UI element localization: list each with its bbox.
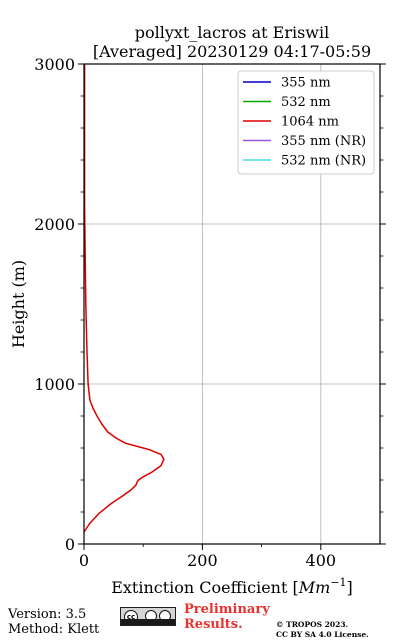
copyright-line1: © TROPOS 2023.	[276, 620, 349, 629]
cc-license-icon: cc	[120, 607, 176, 626]
plot-frame	[83, 63, 381, 545]
chart-title-line1: pollyxt_lacros at Eriswil	[135, 23, 329, 42]
legend-label: 355 nm	[281, 76, 331, 91]
preliminary-results: Preliminary Results.	[184, 602, 270, 632]
legend: 355 nm 532 nm 1064 nm 355 nm (NR) 532 nm (NR…	[237, 70, 375, 175]
series-lines	[83, 64, 165, 533]
version-text: Version: 3.5	[8, 607, 87, 622]
copyright-notice: © TROPOS 2023. CC BY SA 4.0 License.	[276, 620, 369, 640]
legend-label: 355 nm (NR)	[281, 134, 366, 149]
legend-label: 532 nm	[281, 95, 331, 110]
y-axis-label: Height (m)	[9, 260, 28, 348]
legend-box	[237, 70, 375, 175]
tick-labels: 0 200 400 0 1000 2000 3000	[34, 55, 336, 570]
axis-ticks	[78, 63, 386, 550]
x-axis-label-close: ]	[347, 578, 353, 597]
y-tick-label: 0	[65, 535, 75, 554]
x-axis-label-unit: Mm	[298, 578, 331, 597]
x-axis-label-text: Extinction Coefficient [	[111, 578, 299, 597]
legend-label: 1064 nm	[281, 115, 339, 130]
chart-title-line2: [Averaged] 20230129 04:17-05:59	[93, 42, 371, 61]
y-tick-label: 1000	[34, 375, 75, 394]
y-tick-label: 2000	[34, 215, 75, 234]
preliminary-line1: Preliminary	[184, 602, 270, 617]
preliminary-line2: Results.	[184, 617, 243, 632]
y-tick-label: 3000	[34, 55, 75, 74]
copyright-line2: CC BY SA 4.0 License.	[276, 630, 369, 639]
legend-label: 532 nm (NR)	[281, 154, 366, 169]
extinction-profile-chart: pollyxt_lacros at Eriswil [Averaged] 202…	[9, 23, 386, 597]
x-axis-label: Extinction Coefficient [Mm−1]	[111, 576, 353, 597]
series-line	[83, 64, 165, 533]
x-tick-label: 200	[187, 551, 218, 570]
cc-badge-strip	[121, 619, 175, 625]
x-tick-label: 400	[306, 551, 337, 570]
x-tick-label: 0	[79, 551, 89, 570]
x-axis-label-exponent: −1	[330, 576, 346, 589]
method-text: Method: Klett	[8, 622, 100, 637]
